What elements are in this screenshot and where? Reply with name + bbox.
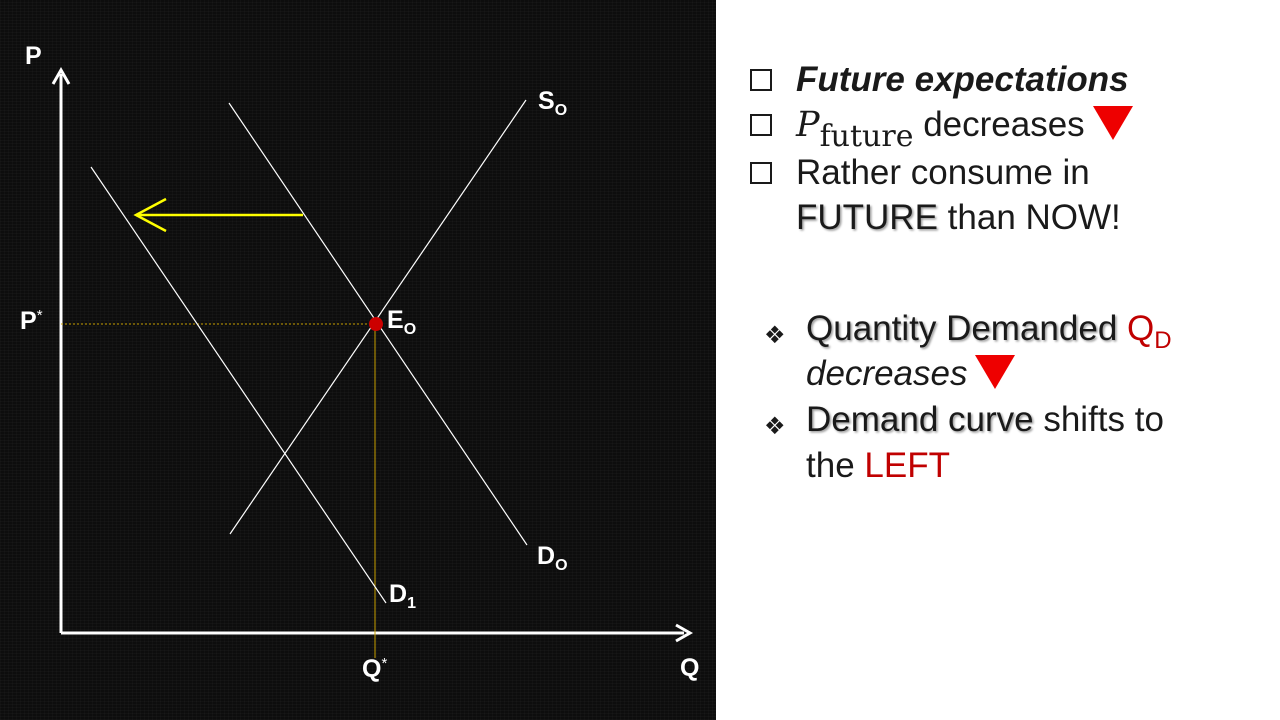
equilibrium-label: EO (387, 306, 417, 338)
decreases-text: decreases (806, 354, 968, 393)
quantity-demanded-emphasis: Quantity Demanded (806, 309, 1118, 348)
demand-curve-emphasis: Demand curve (806, 400, 1034, 439)
red-down-triangle-icon (975, 355, 1016, 389)
checklist-text: Rather consume in (796, 153, 1090, 192)
shifts-to-text: shifts to (1043, 400, 1164, 439)
left-text: LEFT (864, 446, 950, 485)
red-down-triangle-icon (1092, 106, 1133, 140)
diamond-bullet-icon: ❖ (764, 321, 786, 349)
checkbox-icon (750, 69, 772, 91)
shift-arrow-head (133, 197, 167, 233)
the-text: the (806, 446, 855, 485)
x-axis-label: Q (680, 654, 700, 682)
checkbox-icon (750, 114, 772, 136)
demand-original-label: DO (537, 542, 568, 574)
diagram-canvas (51, 66, 694, 658)
y-axis-label: P (25, 42, 42, 70)
supply-demand-diagram: P Q P* Q* SO DO D1 EO (0, 0, 716, 720)
supply-label: SO (538, 87, 568, 119)
checklist-text: than NOW! (947, 198, 1121, 237)
checklist-text: decreases (923, 105, 1085, 144)
demand-new-label: D1 (389, 580, 416, 612)
price-future-math: Pfuture (796, 105, 914, 154)
y-axis-arrowhead (51, 66, 71, 85)
diamond-bullet-icon: ❖ (764, 412, 786, 440)
demand-curve-new (90, 166, 387, 604)
qd-symbol: QD (1127, 309, 1172, 354)
checklist-text: Future expectations (796, 60, 1129, 99)
future-emphasis: FUTURE (796, 198, 938, 237)
price-star-label: P* (20, 307, 43, 335)
notes-panel: Future expectations Pfuture decreases Ra… (716, 0, 1280, 720)
equilibrium-point (369, 317, 383, 331)
checkbox-icon (750, 162, 772, 184)
quantity-star-label: Q* (362, 655, 388, 683)
x-axis-arrowhead (675, 623, 694, 643)
supply-curve (229, 99, 527, 535)
